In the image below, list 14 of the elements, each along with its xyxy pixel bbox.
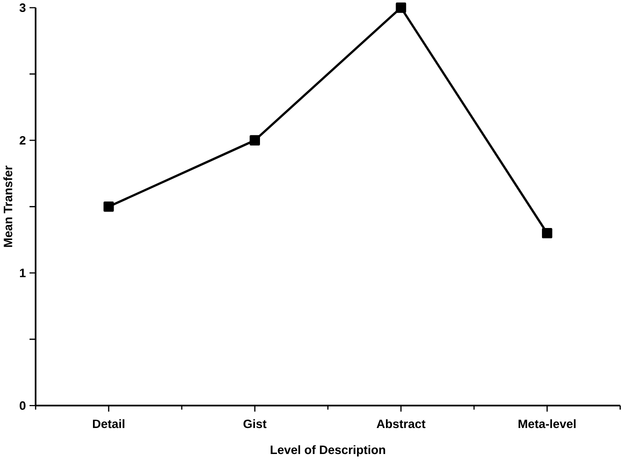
point <box>542 228 552 238</box>
x-tick-label: Abstract <box>376 419 426 428</box>
y-tick-label: 0 <box>20 401 26 410</box>
y-axis-title: Mean Transfer <box>3 166 12 247</box>
point <box>396 2 406 13</box>
x-tick-label: Gist <box>244 419 266 428</box>
y-tick-label: 2 <box>20 136 26 145</box>
x-tick-label: Detail <box>92 419 124 428</box>
y-tick-label: 1 <box>20 268 26 278</box>
x-axis-title: Level of Description <box>270 445 386 457</box>
x-tick-label: Meta-level <box>518 419 576 428</box>
point <box>104 202 114 212</box>
point <box>250 135 260 146</box>
y-tick-label: 3 <box>20 3 26 12</box>
